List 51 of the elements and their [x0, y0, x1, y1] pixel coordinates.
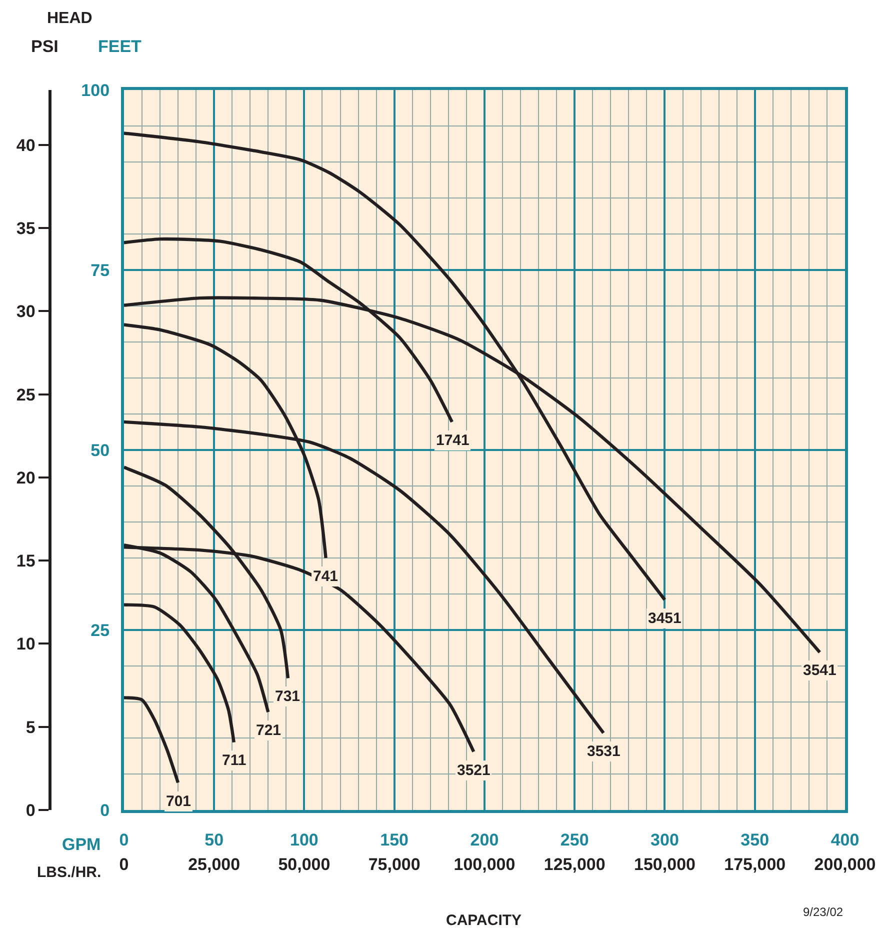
y2-tick-label: 35 [16, 218, 36, 238]
x2-tick-label: 25,000 [188, 855, 240, 874]
x-tick-label: 0 [119, 830, 129, 850]
series-label: 701 [166, 793, 192, 810]
x-tick-label: 100 [290, 830, 318, 850]
line-series [124, 603, 236, 744]
x2-tick-label: 200,000 [814, 855, 876, 874]
x-tick-label: 400 [830, 830, 860, 850]
series-label: 731 [275, 688, 300, 705]
series-label: 3451 [648, 610, 682, 627]
series-label: 3531 [587, 743, 620, 760]
y2-tick-label: 15 [16, 552, 36, 571]
x2-tick-label: 175,000 [724, 855, 786, 874]
text: CAPACITY [446, 912, 522, 929]
y-tick-label: 50 [90, 440, 110, 460]
y2-tick-label: 40 [16, 136, 36, 155]
x2-tick-label: 50,000 [278, 855, 330, 874]
line-series [124, 696, 180, 784]
x2-tick-label: 0 [119, 855, 129, 874]
x-tick-label: 200 [470, 830, 499, 850]
y-tick-label: 75 [90, 260, 110, 280]
y-tick-label: 100 [81, 80, 110, 100]
series-label: 3521 [457, 762, 490, 779]
series-label: 711 [222, 752, 246, 769]
x-tick-label: 350 [740, 830, 770, 850]
y2-tick-label: 30 [16, 302, 36, 322]
y2-tick-label: 5 [26, 718, 36, 737]
y-tick-label: 25 [90, 620, 110, 640]
x-tick-label: 300 [650, 830, 679, 850]
x2-tick-label: 150,000 [634, 855, 696, 874]
x2-tick-label: 75,000 [368, 855, 420, 874]
x2-tick-label: 125,000 [544, 855, 606, 874]
series-label: 741 [313, 568, 338, 585]
y2-tick-label: 20 [16, 468, 36, 488]
series-label: 721 [256, 722, 282, 739]
x-axis-title: GPM [62, 835, 101, 854]
series-label: 1741 [436, 432, 470, 449]
series-label: 3541 [803, 662, 836, 679]
y2-tick-label: 10 [16, 634, 36, 654]
y2-tick-label: 25 [16, 385, 36, 404]
x2-tick-label: 100,000 [454, 855, 516, 874]
y-tick-label: 0 [100, 800, 110, 820]
y-axis-title: FEET [98, 37, 142, 56]
y2-axis-title: PSI [31, 37, 58, 56]
x-tick-label: 250 [560, 830, 589, 850]
x-tick-label: 150 [380, 830, 409, 850]
text: 9/23/02 [803, 905, 844, 919]
y2-tick-label: 0 [26, 800, 36, 820]
x-tick-label: 50 [204, 830, 224, 850]
text: HEAD [47, 10, 92, 27]
x2-axis-title: LBS./HR. [37, 864, 102, 881]
